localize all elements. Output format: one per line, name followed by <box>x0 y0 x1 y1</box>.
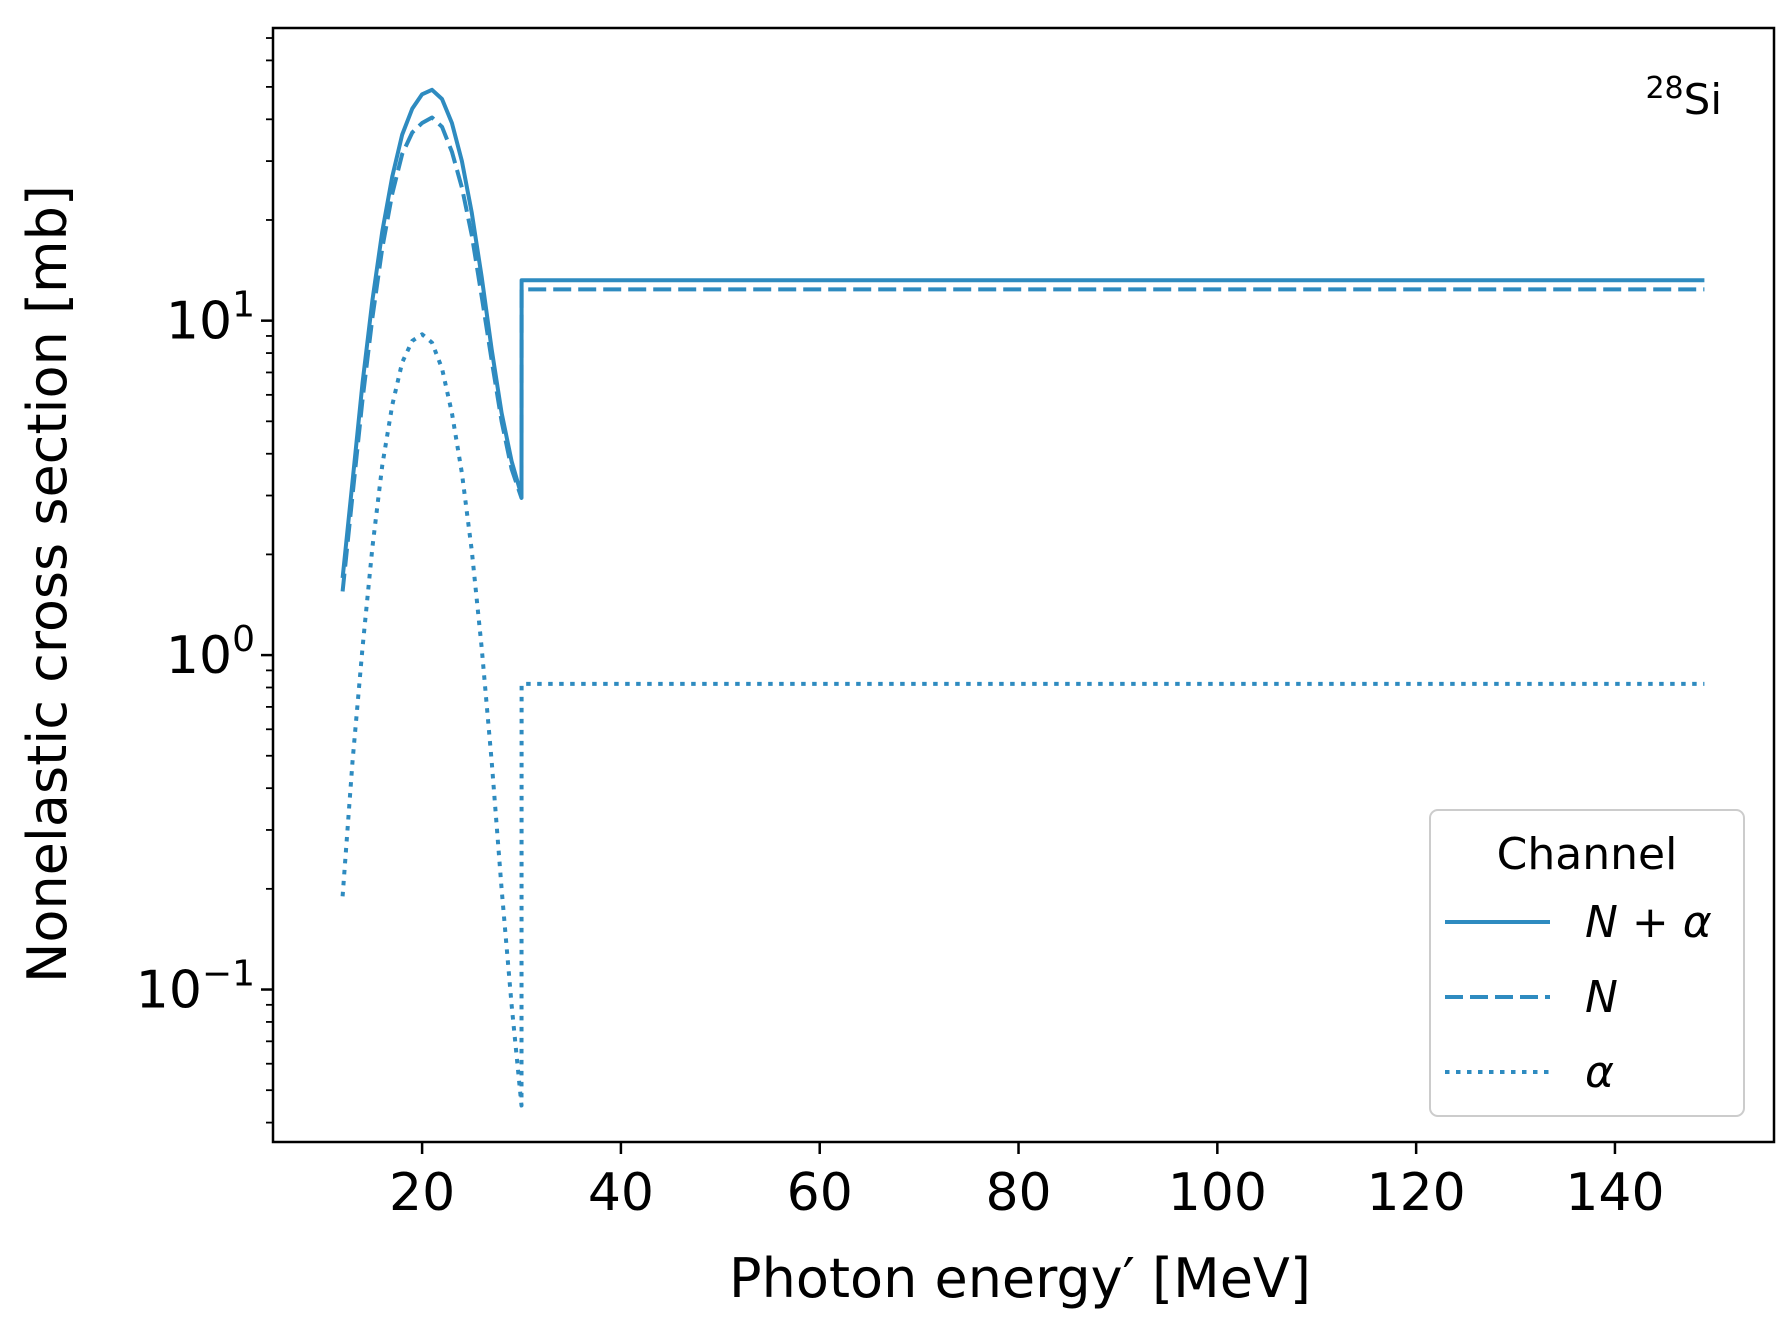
legend-label: N <box>1585 972 1618 1023</box>
x-tick-label: 120 <box>1367 1163 1466 1223</box>
isotope-symbol: Si <box>1684 75 1722 124</box>
isotope-annotation: 28Si <box>1645 71 1722 124</box>
y-tick-exponent: −1 <box>202 954 255 995</box>
y-tick-exponent: 0 <box>232 619 255 660</box>
series-line-dotted <box>340 332 1705 1108</box>
legend-title: Channel <box>1497 829 1678 880</box>
legend-box <box>1429 809 1745 1117</box>
x-axis-label: Photon energy′ [MeV] <box>729 1247 1311 1310</box>
legend-entries: N + α Nα <box>1445 897 1712 1098</box>
y-tick-base: 10 <box>166 626 232 686</box>
plot-frame <box>271 26 1776 1144</box>
series-layer <box>340 87 1705 1108</box>
y-axis-label: Nonelastic cross section [mb] <box>16 185 79 983</box>
y-tick-label: 101 <box>166 285 255 352</box>
y-tick-exponent: 1 <box>232 285 255 326</box>
series-line-dashed <box>340 115 1705 592</box>
x-tick-label: 20 <box>389 1163 455 1223</box>
y-tick-base: 10 <box>136 961 202 1021</box>
x-tick-label: 140 <box>1565 1163 1664 1223</box>
y-tick-label: 100 <box>166 619 255 686</box>
x-tick-label: 80 <box>985 1163 1051 1223</box>
y-tick-base: 10 <box>166 292 232 352</box>
legend-label: α <box>1585 1047 1614 1098</box>
x-axis-ticks: 20 40 60 80 100 120 140 <box>389 1142 1665 1223</box>
legend-label: N + α <box>1585 897 1712 948</box>
y-tick-label: 10−1 <box>136 954 255 1021</box>
legend: Channel N + α Nα <box>1429 809 1745 1117</box>
x-tick-label: 60 <box>787 1163 853 1223</box>
x-tick-label: 40 <box>588 1163 654 1223</box>
isotope-mass-number: 28 <box>1645 71 1683 106</box>
x-tick-label: 100 <box>1168 1163 1267 1223</box>
